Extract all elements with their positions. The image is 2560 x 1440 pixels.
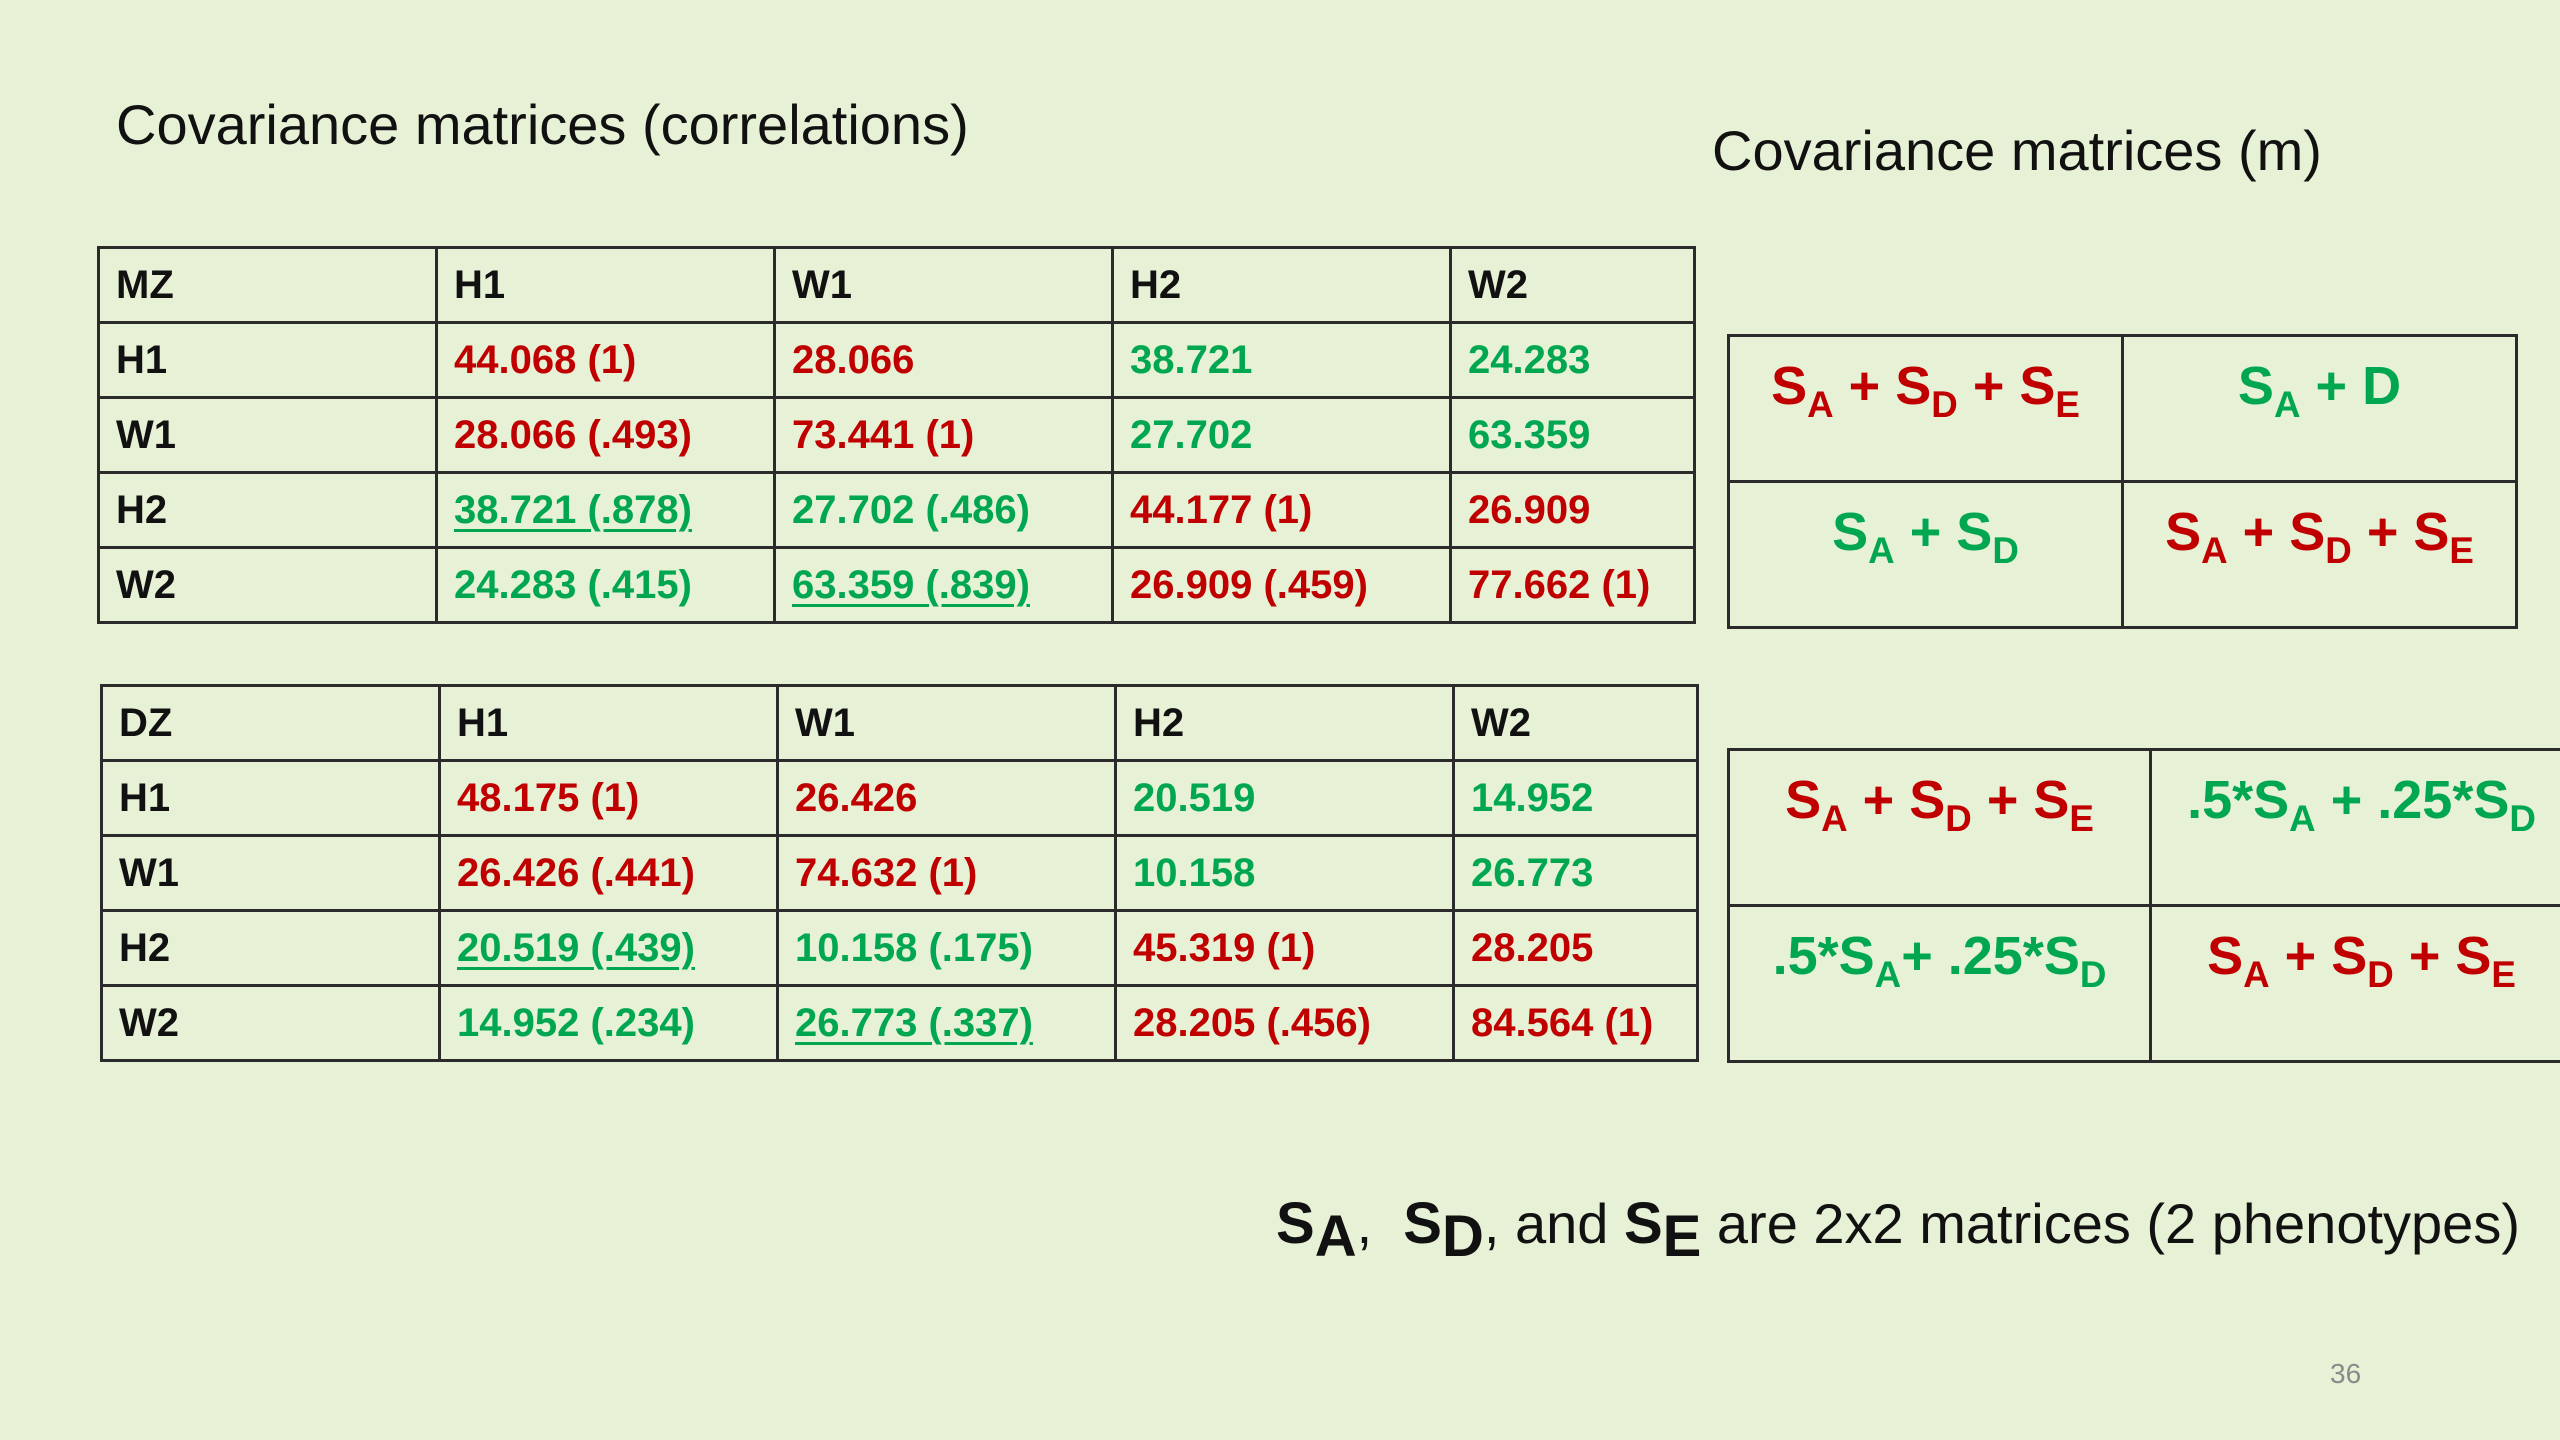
table-cell: 26.909 (.459)	[1111, 546, 1452, 624]
table-cell: 45.319 (1)	[1114, 909, 1455, 987]
underlined-value: 63.359 (.839)	[792, 562, 1030, 607]
row-label: H2	[97, 471, 438, 549]
table-cell: 38.721	[1111, 321, 1452, 399]
table-cell: 28.066 (.493)	[435, 396, 776, 474]
matrix-row: SA + SD SA + SD + SE	[1727, 480, 2518, 629]
table-cell: 27.702 (.486)	[773, 471, 1114, 549]
matrix-cell-var-total: SA + SD + SE	[2121, 480, 2518, 629]
table-cell: 63.359	[1449, 396, 1696, 474]
table-cell: 20.519 (.439)	[438, 909, 779, 987]
page-number: 36	[2330, 1358, 2362, 1389]
row-label: W1	[97, 396, 438, 474]
row-label: W2	[100, 984, 441, 1062]
table-cell: 38.721 (.878)	[435, 471, 776, 549]
mz-covariance-table: MZ H1 W1 H2 W2 H1 44.068 (1) 28.066 38.7…	[97, 246, 1696, 624]
table-header-cell: W1	[776, 684, 1117, 762]
underlined-value: 38.721 (.878)	[454, 487, 692, 532]
table-cell: 14.952 (.234)	[438, 984, 779, 1062]
table-cell: 26.773 (.337)	[776, 984, 1117, 1062]
slide-title-correlations: Covariance matrices (correlations)	[116, 93, 969, 156]
dz-covariance-table: DZ H1 W1 H2 W2 H1 48.175 (1) 26.426 20.5…	[100, 684, 1699, 1062]
footnote: SA, SD, and SE are 2x2 matrices (2 pheno…	[1276, 1191, 2520, 1270]
row-label: H1	[100, 759, 441, 837]
table-cell: 14.952	[1452, 759, 1699, 837]
slide-title-model: Covariance matrices (m)	[1712, 119, 2322, 182]
table-cell: 10.158 (.175)	[776, 909, 1117, 987]
table-row: W2 14.952 (.234) 26.773 (.337) 28.205 (.…	[100, 984, 1699, 1062]
table-cell: 84.564 (1)	[1452, 984, 1699, 1062]
table-cell: 73.441 (1)	[773, 396, 1114, 474]
table-header-cell: H2	[1114, 684, 1455, 762]
table-header-cell: H1	[438, 684, 779, 762]
mz-model-matrix: SA + SD + SE SA + D SA + SD SA + SD + SE	[1727, 334, 2518, 629]
underlined-value: 26.773 (.337)	[795, 1000, 1033, 1045]
row-label: W2	[97, 546, 438, 624]
row-label: H2	[100, 909, 441, 987]
matrix-row: .5*SA+ .25*SD SA + SD + SE	[1727, 904, 2560, 1063]
table-cell: 20.519	[1114, 759, 1455, 837]
table-header-cell: H2	[1111, 246, 1452, 324]
table-header-cell: W1	[773, 246, 1114, 324]
table-cell: 26.909	[1449, 471, 1696, 549]
table-cell: 28.205 (.456)	[1114, 984, 1455, 1062]
table-cell: 24.283 (.415)	[435, 546, 776, 624]
table-cell: 28.066	[773, 321, 1114, 399]
table-row: W2 24.283 (.415) 63.359 (.839) 26.909 (.…	[97, 546, 1696, 624]
table-cell: 26.426	[776, 759, 1117, 837]
table-row: H1 48.175 (1) 26.426 20.519 14.952	[100, 759, 1699, 837]
table-row: H2 20.519 (.439) 10.158 (.175) 45.319 (1…	[100, 909, 1699, 987]
matrix-cell-cov-mz-bottom: SA + SD	[1727, 480, 2124, 629]
table-header-cell: DZ	[100, 684, 441, 762]
table-header-cell: W2	[1452, 684, 1699, 762]
table-row: H2 38.721 (.878) 27.702 (.486) 44.177 (1…	[97, 471, 1696, 549]
matrix-cell-cov-dz-bottom: .5*SA+ .25*SD	[1727, 904, 2152, 1063]
table-cell: 26.426 (.441)	[438, 834, 779, 912]
dz-model-matrix: SA + SD + SE .5*SA + .25*SD .5*SA+ .25*S…	[1727, 748, 2560, 1063]
table-cell: 10.158	[1114, 834, 1455, 912]
table-header-row: MZ H1 W1 H2 W2	[97, 246, 1696, 324]
table-header-row: DZ H1 W1 H2 W2	[100, 684, 1699, 762]
table-row: W1 26.426 (.441) 74.632 (1) 10.158 26.77…	[100, 834, 1699, 912]
table-cell: 26.773	[1452, 834, 1699, 912]
table-row: W1 28.066 (.493) 73.441 (1) 27.702 63.35…	[97, 396, 1696, 474]
table-cell: 48.175 (1)	[438, 759, 779, 837]
matrix-cell-var-total: SA + SD + SE	[1727, 334, 2124, 483]
table-row: H1 44.068 (1) 28.066 38.721 24.283	[97, 321, 1696, 399]
row-label: H1	[97, 321, 438, 399]
table-cell: 77.662 (1)	[1449, 546, 1696, 624]
table-header-cell: MZ	[97, 246, 438, 324]
matrix-row: SA + SD + SE .5*SA + .25*SD	[1727, 748, 2560, 907]
table-cell: 44.177 (1)	[1111, 471, 1452, 549]
matrix-row: SA + SD + SE SA + D	[1727, 334, 2518, 483]
table-cell: 27.702	[1111, 396, 1452, 474]
table-cell: 28.205	[1452, 909, 1699, 987]
row-label: W1	[100, 834, 441, 912]
matrix-cell-var-total: SA + SD + SE	[2149, 904, 2560, 1063]
matrix-cell-cov-mz-top: SA + D	[2121, 334, 2518, 483]
table-cell: 44.068 (1)	[435, 321, 776, 399]
table-header-cell: W2	[1449, 246, 1696, 324]
table-cell: 63.359 (.839)	[773, 546, 1114, 624]
matrix-cell-cov-dz-top: .5*SA + .25*SD	[2149, 748, 2560, 907]
underlined-value: 20.519 (.439)	[457, 925, 695, 970]
matrix-cell-var-total: SA + SD + SE	[1727, 748, 2152, 907]
table-header-cell: H1	[435, 246, 776, 324]
table-cell: 24.283	[1449, 321, 1696, 399]
table-cell: 74.632 (1)	[776, 834, 1117, 912]
